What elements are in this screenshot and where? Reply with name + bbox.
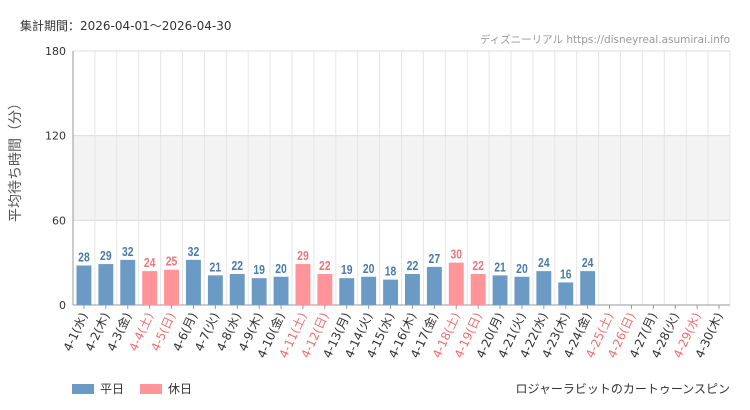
data-label: 19 (253, 263, 265, 277)
bar (361, 276, 377, 305)
bar (580, 271, 596, 305)
bar (229, 273, 245, 305)
data-label: 28 (78, 250, 90, 264)
bar (492, 275, 508, 305)
legend: 平日 休日 (72, 380, 192, 397)
bar (514, 276, 530, 305)
data-label: 20 (516, 262, 528, 276)
bar (317, 273, 333, 305)
y-tick-label: 0 (59, 299, 66, 312)
bar (164, 269, 179, 305)
bar (186, 259, 201, 305)
data-label: 22 (472, 259, 484, 273)
bar (383, 279, 398, 305)
bar (448, 262, 464, 305)
y-tick-label: 180 (45, 45, 66, 58)
data-label: 25 (166, 255, 178, 269)
data-label: 27 (429, 252, 441, 266)
period-label: 集計期間：2026-04-01～2026-04-30 (20, 19, 232, 33)
bar (339, 278, 355, 305)
bar (251, 278, 267, 305)
bar (558, 282, 574, 305)
source-label: ディズニーリアル https://disneyreal.asumirai.inf… (479, 34, 730, 46)
bar (470, 273, 486, 305)
bar (98, 264, 114, 305)
bar (76, 265, 92, 305)
legend-holiday-swatch (140, 383, 163, 394)
data-label: 24 (582, 256, 594, 270)
bar (426, 266, 442, 305)
data-label: 21 (494, 260, 506, 274)
legend-holiday[interactable]: 休日 (140, 380, 192, 397)
y-tick-label: 60 (52, 214, 66, 227)
attraction-name: ロジャーラビットのカートゥーンスピン (515, 382, 730, 396)
data-label: 20 (363, 262, 375, 276)
data-label: 29 (297, 249, 309, 263)
data-label: 32 (188, 245, 200, 259)
bar (295, 264, 311, 305)
data-label: 22 (319, 259, 331, 273)
bar (536, 271, 552, 305)
data-label: 21 (210, 260, 222, 274)
legend-weekday[interactable]: 平日 (72, 380, 124, 397)
data-label: 24 (144, 256, 156, 270)
bar (405, 273, 420, 305)
y-tick-label: 120 (45, 130, 66, 143)
data-label: 32 (122, 245, 134, 259)
data-label: 22 (407, 259, 419, 273)
bar (207, 275, 223, 305)
bar (273, 276, 289, 305)
legend-weekday-label: 平日 (100, 382, 125, 396)
bar (120, 259, 136, 305)
data-label: 19 (341, 263, 353, 277)
legend-holiday-label: 休日 (168, 382, 193, 396)
data-label: 18 (385, 265, 397, 279)
data-label: 24 (538, 256, 550, 270)
data-label: 30 (450, 248, 462, 262)
legend-weekday-swatch (72, 383, 94, 394)
data-label: 22 (231, 259, 243, 273)
data-label: 16 (560, 267, 572, 281)
data-label: 20 (275, 262, 287, 276)
bar (142, 271, 158, 305)
data-label: 29 (100, 249, 112, 263)
